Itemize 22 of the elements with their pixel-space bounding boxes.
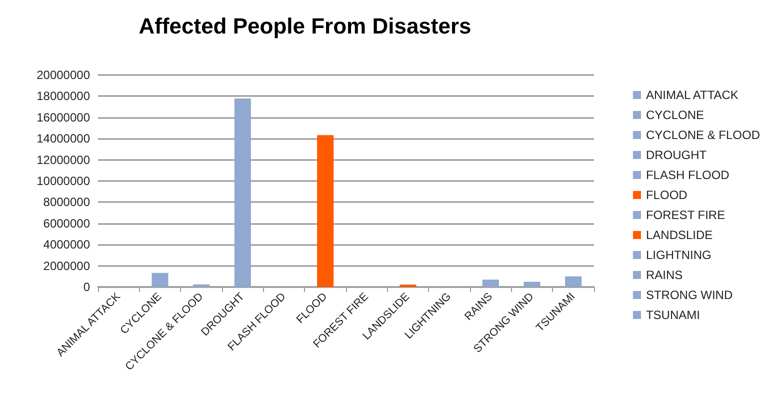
y-tick-label: 20000000 (36, 68, 90, 82)
y-tick-label: 0 (83, 280, 90, 294)
legend-label: CYCLONE & FLOOD (646, 128, 760, 142)
legend-label: DROUGHT (646, 148, 708, 162)
y-tick-label: 4000000 (43, 238, 90, 252)
y-tick-label: 16000000 (36, 110, 90, 124)
legend-label: FLOOD (646, 188, 688, 202)
legend-label: LANDSLIDE (646, 228, 713, 242)
y-tick-label: 6000000 (43, 216, 90, 230)
chart-title: Affected People From Disasters (138, 14, 472, 38)
y-tick-label: 10000000 (36, 174, 90, 188)
legend-label: ANIMAL ATTACK (646, 88, 738, 102)
y-tick-label: 18000000 (36, 89, 90, 104)
legend-label: FOREST FIRE (646, 208, 726, 222)
legend-label: FLASH FLOOD (646, 168, 730, 182)
y-tick-label: 8000000 (43, 195, 90, 210)
legend-label: CYCLONE (646, 108, 704, 122)
legend-label: RAINS (646, 268, 683, 282)
y-tick-label: 12000000 (36, 152, 90, 167)
legend-label: LIGHTNING (646, 248, 712, 262)
y-tick-label: 2000000 (43, 258, 90, 273)
y-tick-label: 14000000 (36, 132, 90, 146)
